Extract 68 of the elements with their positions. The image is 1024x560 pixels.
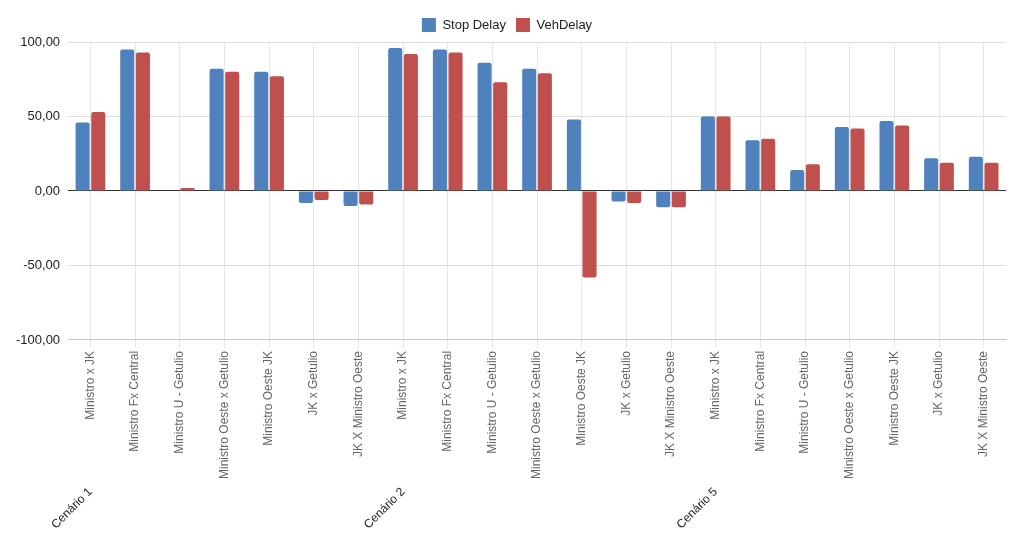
bar	[895, 125, 910, 191]
x-tick-label: Ministro x JK	[82, 350, 97, 420]
bar	[448, 52, 463, 191]
y-tick-label: 0,00	[34, 182, 61, 198]
bar	[403, 53, 418, 191]
y-tick-label: -100,00	[16, 331, 61, 347]
x-tick-label: Ministro x JK	[395, 350, 410, 420]
x-tick-label: Ministro Fx Central	[127, 350, 142, 452]
x-tick-label: JK x Getulio	[618, 350, 633, 416]
y-tick-label: -50,00	[23, 257, 61, 273]
bar	[314, 191, 329, 200]
bar	[91, 112, 106, 191]
bar	[745, 140, 760, 191]
bar	[924, 158, 939, 191]
bar	[537, 73, 552, 191]
x-tick-label: JK x Getulio	[931, 350, 946, 416]
bar	[627, 191, 642, 203]
x-tick-label: Ministro Oeste x Getulio	[529, 350, 544, 479]
x-tick-label: Ministro U - Getulio	[797, 350, 812, 454]
bar	[805, 164, 820, 191]
x-tick-label: Ministro x JK	[708, 350, 723, 420]
bar	[493, 82, 508, 191]
bar	[790, 170, 805, 191]
bar	[850, 128, 865, 191]
x-tick-label: Ministro Fx Central	[752, 350, 767, 452]
bar	[388, 47, 403, 191]
bar	[984, 162, 999, 191]
bar	[522, 68, 537, 191]
bar	[477, 62, 492, 191]
bar	[359, 191, 374, 205]
x-tick-label: JK X Ministro Oeste	[663, 350, 678, 457]
x-tick-label: JK X Ministro Oeste	[975, 350, 990, 457]
bar	[761, 138, 776, 191]
x-tick-label: JK x Getulio	[306, 350, 321, 416]
bar	[269, 76, 284, 191]
bar	[566, 119, 581, 191]
x-tick-label: Ministro U - Getulio	[172, 350, 187, 454]
x-tick-label: Ministro U - Getulio	[484, 350, 499, 454]
x-tick-label: Ministro Oeste x Getulio	[216, 350, 231, 479]
bar	[879, 120, 894, 191]
bar	[834, 126, 849, 191]
bar	[939, 162, 954, 191]
y-tick-label: 100,00	[20, 33, 61, 49]
x-tick-label: Ministro Oeste JK	[261, 350, 276, 446]
x-tick-label: Ministro Fx Central	[440, 350, 455, 452]
bar	[254, 71, 269, 191]
bar	[343, 191, 358, 206]
bar	[716, 116, 731, 191]
bar	[432, 49, 447, 191]
bar	[209, 68, 224, 191]
bar	[700, 116, 715, 191]
legend-label: Stop Delay	[442, 16, 507, 32]
bar	[582, 191, 597, 278]
bar	[968, 156, 983, 191]
x-tick-label: Ministro Oeste JK	[886, 350, 901, 446]
bar	[656, 191, 671, 208]
bar	[225, 71, 240, 191]
bar	[75, 122, 90, 191]
x-tick-label: JK X Ministro Oeste	[350, 350, 365, 457]
bar	[671, 191, 686, 208]
bar	[298, 191, 313, 203]
bar	[120, 49, 135, 191]
x-tick-label: Ministro Oeste JK	[574, 350, 589, 446]
y-tick-label: 50,00	[27, 108, 61, 124]
bar	[611, 191, 626, 202]
bar	[135, 52, 150, 191]
x-tick-label: Ministro Oeste x Getulio	[841, 350, 856, 479]
legend-label: VehDelay	[536, 16, 593, 32]
